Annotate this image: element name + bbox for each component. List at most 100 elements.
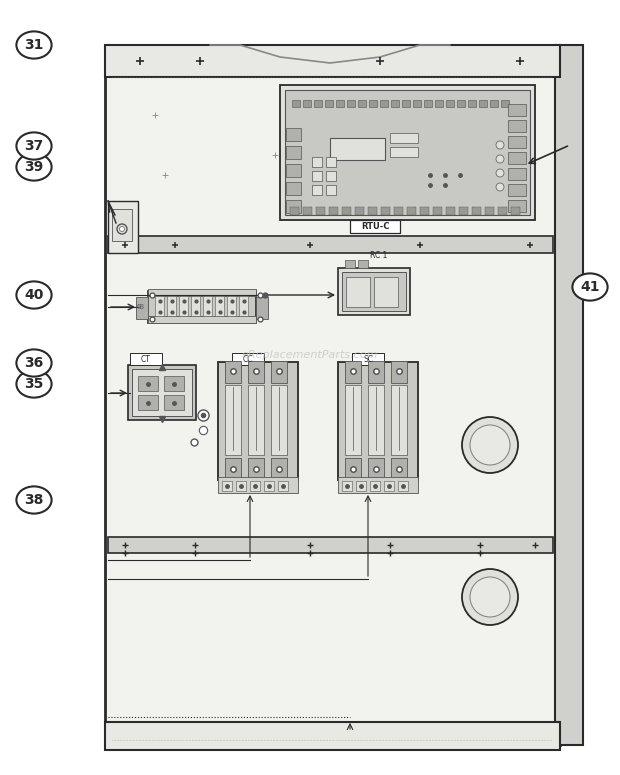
Bar xyxy=(485,207,494,215)
Bar xyxy=(239,296,248,316)
Bar xyxy=(316,207,325,215)
Bar xyxy=(256,297,268,319)
Bar xyxy=(346,277,370,307)
Text: 37: 37 xyxy=(24,139,43,153)
Bar xyxy=(468,100,476,107)
Bar xyxy=(390,147,418,157)
Bar xyxy=(325,100,333,107)
Bar xyxy=(155,296,164,316)
Bar xyxy=(345,361,361,383)
Bar xyxy=(368,207,377,215)
Bar xyxy=(330,138,385,160)
Bar xyxy=(280,85,535,220)
Bar xyxy=(508,168,526,180)
Bar xyxy=(108,201,138,253)
Bar xyxy=(326,157,336,167)
Circle shape xyxy=(496,155,504,163)
Bar xyxy=(490,100,498,107)
Bar xyxy=(148,291,256,323)
Bar xyxy=(479,100,487,107)
Bar xyxy=(248,458,264,480)
Bar xyxy=(352,353,384,365)
Bar xyxy=(167,296,176,316)
Circle shape xyxy=(117,224,127,234)
Bar xyxy=(472,207,481,215)
Bar xyxy=(508,184,526,196)
Circle shape xyxy=(496,169,504,177)
Text: 38: 38 xyxy=(24,493,43,507)
Bar xyxy=(303,207,312,215)
Bar xyxy=(435,100,443,107)
Bar xyxy=(312,171,322,181)
Bar xyxy=(286,182,301,195)
Bar xyxy=(236,481,246,491)
Bar xyxy=(278,481,288,491)
Bar xyxy=(369,100,377,107)
Bar xyxy=(424,100,432,107)
Bar xyxy=(342,272,406,311)
Bar xyxy=(191,296,200,316)
Circle shape xyxy=(470,577,510,617)
Bar xyxy=(402,100,410,107)
Bar xyxy=(390,133,418,143)
Bar xyxy=(286,128,301,141)
Bar xyxy=(218,477,298,493)
Ellipse shape xyxy=(16,370,51,398)
Bar xyxy=(459,207,468,215)
Bar xyxy=(286,146,301,159)
Ellipse shape xyxy=(16,32,51,59)
Bar xyxy=(381,207,390,215)
Bar xyxy=(394,207,403,215)
Bar xyxy=(398,481,408,491)
Bar xyxy=(225,458,241,480)
Bar xyxy=(345,385,361,455)
Bar xyxy=(164,376,184,391)
Bar xyxy=(271,385,287,455)
Text: 36: 36 xyxy=(24,356,43,370)
Bar xyxy=(105,45,560,745)
Bar xyxy=(508,120,526,132)
Bar xyxy=(338,477,418,493)
Bar xyxy=(248,385,264,455)
Bar xyxy=(136,297,148,319)
Bar xyxy=(391,100,399,107)
Bar xyxy=(329,207,338,215)
Bar xyxy=(368,361,384,383)
Bar xyxy=(292,100,300,107)
Bar xyxy=(312,185,322,195)
Bar xyxy=(508,152,526,164)
Bar xyxy=(407,207,416,215)
Bar xyxy=(164,395,184,410)
Text: 41: 41 xyxy=(580,280,600,294)
Text: SC: SC xyxy=(363,354,373,363)
Circle shape xyxy=(496,183,504,191)
Bar xyxy=(370,481,380,491)
Bar xyxy=(148,316,256,323)
Bar xyxy=(368,385,384,455)
Bar xyxy=(342,481,352,491)
Bar xyxy=(227,296,236,316)
Bar xyxy=(457,100,465,107)
Bar xyxy=(391,361,407,383)
Bar xyxy=(384,481,394,491)
Text: eReplacementParts.com: eReplacementParts.com xyxy=(242,350,378,360)
Bar xyxy=(358,100,366,107)
Bar xyxy=(203,296,212,316)
Bar xyxy=(285,90,530,215)
Bar xyxy=(105,722,560,750)
Bar xyxy=(290,207,299,215)
Text: CC: CC xyxy=(243,354,253,363)
Text: 4B: 4B xyxy=(136,304,145,310)
Bar xyxy=(446,207,455,215)
Ellipse shape xyxy=(16,133,51,160)
Bar xyxy=(138,395,158,410)
Bar xyxy=(358,260,368,268)
Bar xyxy=(225,385,241,455)
Bar xyxy=(326,185,336,195)
Bar xyxy=(380,100,388,107)
Bar xyxy=(345,260,355,268)
Bar xyxy=(286,200,301,213)
Bar xyxy=(314,100,322,107)
Bar xyxy=(264,481,274,491)
Bar xyxy=(286,164,301,177)
